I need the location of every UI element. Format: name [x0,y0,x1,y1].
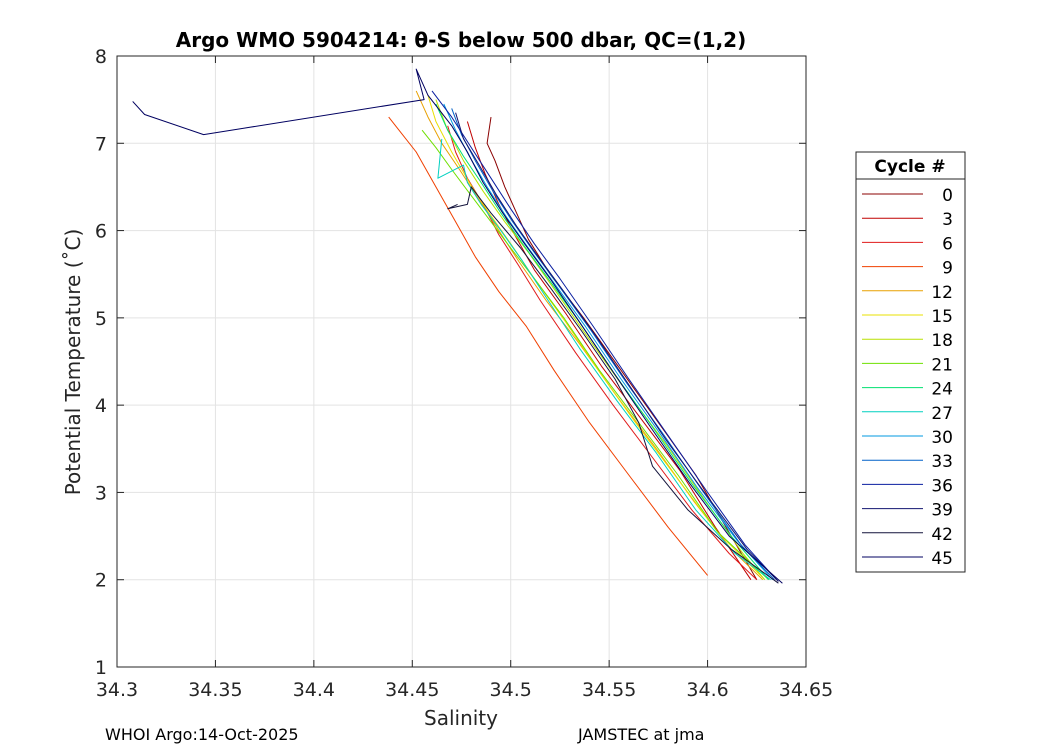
legend-label: 27 [931,404,953,424]
series-line-cycle-39 [455,112,779,582]
series-line-cycle-27 [437,138,771,581]
series-line-cycle-3 [466,121,752,580]
legend-label: 3 [942,210,953,230]
y-tick-label: 4 [95,395,107,417]
footer-credit-right: JAMSTEC at jma [578,725,705,744]
legend-label: 15 [931,307,953,327]
y-tick-label: 2 [95,570,107,592]
plot-frame [116,55,807,668]
y-tick-label: 6 [95,221,107,243]
legend-title: Cycle # [874,157,945,177]
x-tick-label: 34.4 [293,679,335,701]
x-tick-label: 34.5 [490,679,532,701]
legend-label: 6 [942,234,953,254]
legend-label: 9 [942,259,953,279]
x-tick-label: 34.6 [686,679,728,701]
series-line-cycle-45 [132,68,783,584]
series-line-cycle-9 [388,116,708,576]
y-tick-label: 5 [95,308,107,330]
x-tick-label: 34.45 [385,679,439,701]
legend-label: 12 [931,283,953,303]
legend-box [855,151,966,573]
x-tick-label: 34.35 [188,679,242,701]
legend-label: 18 [931,331,953,351]
x-axis-label: Salinity [424,706,498,730]
legend-label: 42 [931,525,953,545]
series-line-cycle-36 [431,90,777,581]
plot-area [117,56,806,667]
x-axis: 34.3 34.35 34.4 34.45 34.5 34.55 34.6 34.65 [96,56,833,701]
series-layer [132,68,783,584]
footer-credit-left: WHOI Argo:14-Oct-2025 [105,725,299,744]
x-tick-label: 34.55 [582,679,636,701]
y-tick-label: 3 [95,482,107,504]
legend-label: 30 [931,428,953,448]
legend-label: 36 [931,476,953,496]
x-tick-label: 34.65 [779,679,833,701]
series-line-cycle-24 [435,103,769,581]
legend-label: 21 [931,355,953,375]
series-line-cycle-18 [435,99,766,581]
x-tick-label: 34.3 [96,679,138,701]
series-line-cycle-42 [447,186,779,584]
legend-label: 39 [931,501,953,521]
y-axis-label: Potential Temperature (˚C) [61,229,85,496]
legend-label: 45 [931,549,953,569]
legend-label: 24 [931,380,953,400]
y-tick-label: 1 [95,657,107,679]
legend-label: 33 [931,452,953,472]
legend-label: 0 [942,186,953,206]
series-line-cycle-33 [451,108,775,581]
chart-title: Argo WMO 5904214: θ-S below 500 dbar, QC… [176,28,746,52]
y-tick-label: 7 [95,133,107,155]
y-axis: 1 2 3 4 5 6 7 8 [95,46,806,679]
y-tick-label: 8 [95,46,107,68]
